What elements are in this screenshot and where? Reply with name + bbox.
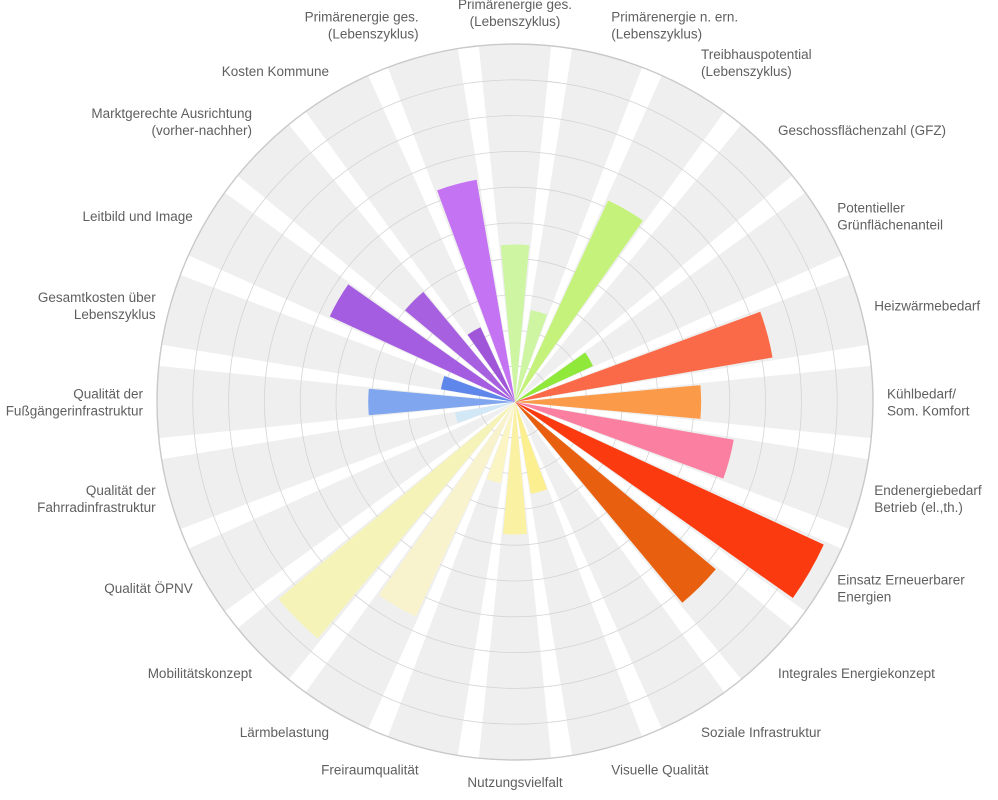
bar-segment [378,402,515,617]
bar-segment [404,291,515,402]
category-label: Kühlbedarf/Som. Komfort [887,387,970,419]
category-label: Treibhauspotential (Lebenszyklus) [701,47,812,79]
outer-ring [156,43,874,761]
category-label: Einsatz Erneuerbarer Energien [837,573,965,605]
bar-segment [515,311,773,402]
bar-segment [502,402,528,535]
bar-segment [437,179,515,402]
sector-background [387,402,515,756]
bar-segment [500,244,530,402]
sector-background [161,274,516,402]
grid-ring [299,186,731,618]
grid-ring [228,115,802,689]
category-label: Nutzungsvielfalt [467,775,563,790]
bar-segment [467,327,515,402]
bar-segment [278,402,515,639]
bar-segment [515,402,824,599]
sector-background [515,124,793,402]
bar-segment [515,402,548,494]
sector-background [305,75,515,403]
category-label: Lärmbelastung [240,725,329,740]
bar-segment [515,385,702,419]
sector-background [515,48,643,403]
bar-segment [368,388,515,416]
sector-background [515,192,842,402]
bar-segment [515,310,548,402]
category-label-layer: Primärenergie ges. (Lebenszyklus) Primären… [6,0,982,790]
bar-segment [329,284,515,402]
sector-background [515,402,643,756]
category-label: Potentieller Grünflächenanteil [837,201,943,233]
category-label: Gesamtkosten über Lebenszyklus [38,290,156,322]
category-label: Heizwärmebedarf [874,299,980,314]
bar-segment [515,200,643,402]
category-label: Qualität der Fahrradinfrastruktur [37,483,156,515]
category-label: Qualität der Fußgängerinfrastruktur [6,387,144,419]
bar-segment [515,352,593,402]
bar-segment [455,402,515,424]
category-label: Endenergiebedarf Betrieb (el.,th.) [874,483,982,515]
bar-segment [515,402,716,603]
category-label: Qualität ÖPNV [104,581,193,596]
sector-background [515,402,725,729]
bar-layer [278,179,824,639]
bar-segment [486,402,515,484]
bar-segment [515,402,734,479]
sector-background [188,402,515,612]
grid-ring [263,150,767,654]
category-label: Geschossflächenzahl (GFZ) [778,123,946,138]
category-label: Mobilitätskonzept [148,666,253,681]
category-label: Leitbild und Image [82,209,192,224]
category-label: Visuelle Qualität [611,762,709,777]
category-label: Integrales Energiekonzept [778,666,935,681]
category-label: Freiraumqualität [321,762,419,777]
bar-segment [440,376,515,402]
grid-ring [192,79,838,725]
category-label: Marktgerechte Ausrichtung (vorher-nachher… [91,106,252,138]
sector-background [161,402,516,530]
category-label: Soziale Infrastruktur [701,725,822,740]
category-label: Kosten Kommune [222,64,329,79]
category-label: Primärenergie ges. (Lebenszyklus) [305,10,419,42]
category-label: Primärenergie ges. (Lebenszyklus) [458,0,572,29]
category-label: Primärenergie n. ern. (Lebenszyklus) [611,10,738,42]
